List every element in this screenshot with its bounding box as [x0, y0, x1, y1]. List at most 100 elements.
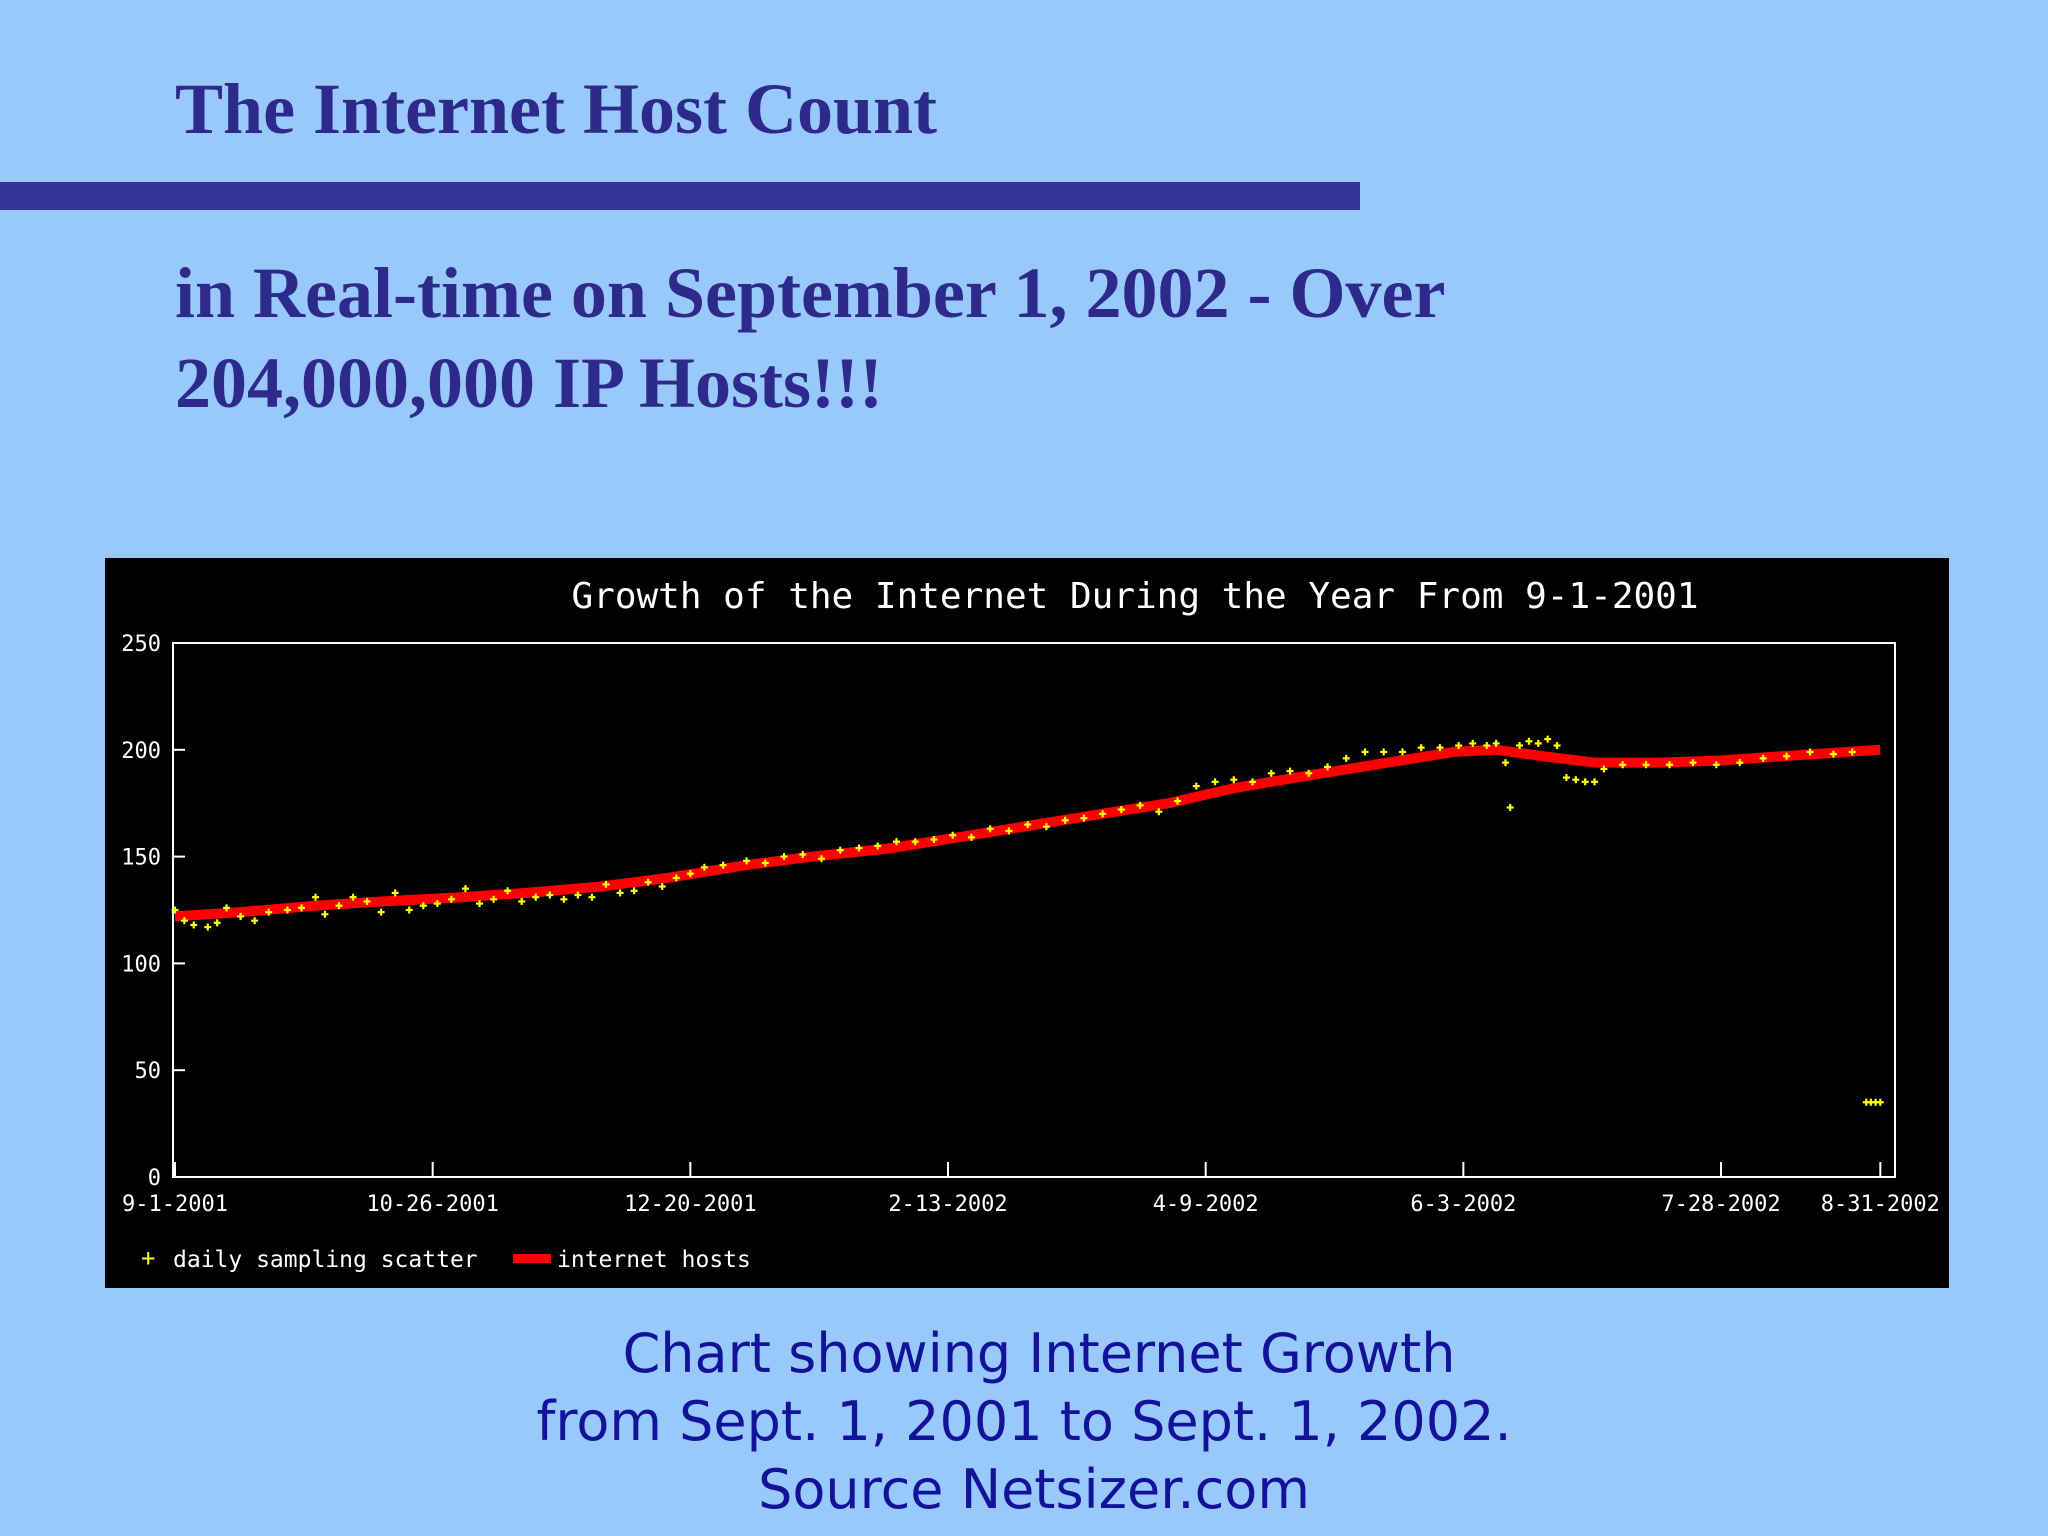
scatter-point: [1534, 739, 1542, 747]
scatter-point: [1417, 744, 1425, 752]
scatter-point: [490, 895, 498, 903]
scatter-point: [1502, 759, 1510, 767]
caption-source: Source Netsizer.com: [758, 1458, 1310, 1521]
internet-hosts-line: [174, 744, 1881, 922]
scatter-point: [391, 889, 399, 897]
chart-title: Growth of the Internet During the Year F…: [571, 576, 1698, 617]
scatter-point: [1572, 776, 1580, 784]
y-tick-label: 200: [121, 739, 161, 764]
scatter-point: [1192, 782, 1200, 790]
scatter-point: [1469, 739, 1477, 747]
scatter-point: [1483, 742, 1491, 750]
scatter-point: [321, 910, 329, 918]
scatter-point: [1829, 750, 1837, 758]
x-tick-label: 6-3-2002: [1410, 1192, 1516, 1217]
scatter-point: [560, 895, 568, 903]
legend-scatter-label: daily sampling scatter: [173, 1247, 478, 1273]
x-tick-label: 7-28-2002: [1661, 1192, 1780, 1217]
scatter-point: [1174, 797, 1182, 805]
scatter-series: [171, 735, 1884, 1106]
scatter-point: [1848, 748, 1856, 756]
scatter-point: [1712, 761, 1720, 769]
scatter-point: [1642, 761, 1650, 769]
scatter-point: [190, 921, 198, 929]
scatter-point: [1398, 748, 1406, 756]
scatter-point: [1600, 765, 1608, 773]
scatter-point: [986, 825, 994, 833]
legend: + daily sampling scatter internet hosts: [141, 1244, 751, 1273]
scatter-point: [204, 923, 212, 931]
scatter-point: [874, 842, 882, 850]
x-tick-label: 12-20-2001: [624, 1192, 756, 1217]
scatter-point: [1665, 761, 1673, 769]
scatter-point: [911, 838, 919, 846]
scatter-point: [780, 853, 788, 861]
scatter-point: [1455, 742, 1463, 750]
scatter-point: [1591, 778, 1599, 786]
x-tick-label: 2-13-2002: [888, 1192, 1007, 1217]
scatter-point: [1806, 748, 1814, 756]
scatter-point: [1155, 808, 1163, 816]
scatter-point: [892, 838, 900, 846]
scatter-point: [836, 846, 844, 854]
scatter-point: [719, 861, 727, 869]
scatter-point: [335, 902, 343, 910]
scatter-point: [1506, 803, 1514, 811]
scatter-point: [1342, 754, 1350, 762]
scatter-point: [1286, 767, 1294, 775]
scatter-point: [1042, 823, 1050, 831]
scatter-point: [297, 904, 305, 912]
scatter-point: [237, 912, 245, 920]
x-tick-label: 10-26-2001: [366, 1192, 498, 1217]
scatter-point: [1380, 748, 1388, 756]
scatter-point: [180, 917, 188, 925]
scatter-point: [1080, 814, 1088, 822]
scatter-point: [630, 887, 638, 895]
scatter-point: [1211, 778, 1219, 786]
scatter-point: [1136, 801, 1144, 809]
y-tick-label: 150: [121, 846, 161, 871]
internet-hosts-series: [174, 744, 1881, 922]
scatter-point: [1099, 810, 1107, 818]
y-tick-label: 100: [121, 952, 161, 977]
scatter-point: [1516, 742, 1524, 750]
scatter-point: [405, 906, 413, 914]
scatter-point: [658, 883, 666, 891]
scatter-point: [1553, 742, 1561, 750]
scatter-point: [818, 855, 826, 863]
scatter-point: [363, 897, 371, 905]
scatter-point: [1361, 748, 1369, 756]
y-axis: 0 50 100 150 200 250: [121, 632, 185, 1191]
scatter-point: [1305, 769, 1313, 777]
scatter-point: [1024, 821, 1032, 829]
scatter-point: [1525, 737, 1533, 745]
scatter-point: [855, 844, 863, 852]
legend-line-label: internet hosts: [557, 1247, 751, 1273]
scatter-point: [312, 893, 320, 901]
scatter-point: [588, 893, 596, 901]
title-divider: [0, 182, 1360, 210]
y-tick-label: 250: [121, 632, 161, 657]
y-tick-label: 50: [135, 1059, 162, 1084]
scatter-point: [532, 893, 540, 901]
scatter-point: [1061, 816, 1069, 824]
scatter-point: [1492, 739, 1500, 747]
scatter-point: [504, 887, 512, 895]
scatter-point: [602, 880, 610, 888]
scatter-point: [1249, 778, 1257, 786]
scatter-point: [223, 904, 231, 912]
scatter-point: [644, 878, 652, 886]
scatter-point: [1005, 827, 1013, 835]
legend-line-swatch: [513, 1254, 551, 1263]
scatter-point: [265, 908, 273, 916]
x-tick-label: 9-1-2001: [122, 1192, 228, 1217]
caption-line: Chart showing Internet Growth: [622, 1322, 1456, 1385]
scatter-point: [616, 889, 624, 897]
legend-scatter-marker: +: [141, 1244, 155, 1272]
scatter-point: [1230, 776, 1238, 784]
caption: Chart showing Internet Growth from Sept.…: [0, 1320, 2048, 1524]
scatter-point: [1436, 744, 1444, 752]
scatter-point: [1736, 759, 1744, 767]
x-tick-label: 4-9-2002: [1153, 1192, 1259, 1217]
scatter-point: [967, 833, 975, 841]
